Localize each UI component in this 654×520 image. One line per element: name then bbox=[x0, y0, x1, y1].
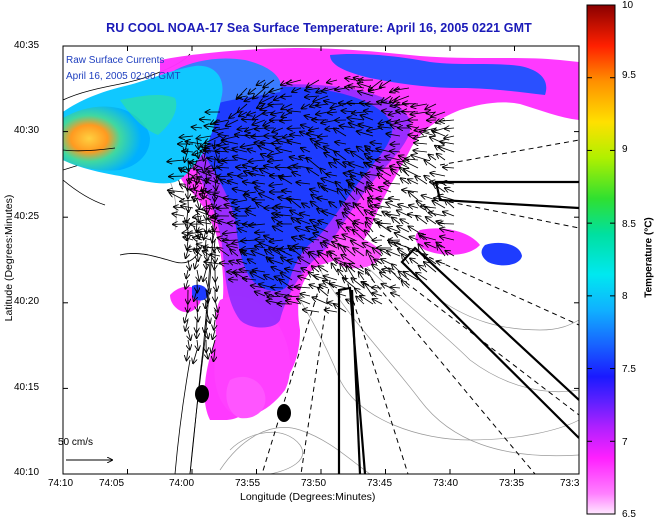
current-vector bbox=[439, 224, 455, 225]
current-vector bbox=[196, 220, 197, 232]
y-tick-label: 40:10 bbox=[14, 467, 39, 478]
x-tick-label: 73:35 bbox=[499, 478, 524, 489]
current-vector bbox=[255, 240, 265, 241]
colorbar-label: Temperature (°C) bbox=[644, 198, 654, 318]
colorbar-tick-label: 9 bbox=[622, 144, 628, 155]
colorbar-tick-label: 6.5 bbox=[622, 509, 636, 520]
x-axis-label: Longitude (Degrees:Minutes) bbox=[240, 491, 375, 503]
current-vector bbox=[169, 176, 184, 177]
y-axis-label: Latitude (Degrees:Minutes) bbox=[3, 178, 15, 338]
y-tick-label: 40:15 bbox=[14, 382, 39, 393]
current-vector bbox=[255, 232, 265, 233]
x-tick-label: 73:50 bbox=[301, 478, 326, 489]
y-tick-label: 40:35 bbox=[14, 40, 39, 51]
y-tick-label: 40:30 bbox=[14, 125, 39, 136]
overlay-line1: Raw Surface Currents bbox=[66, 55, 164, 66]
colorbar-tick-label: 10 bbox=[622, 0, 633, 11]
station-marker bbox=[195, 385, 209, 403]
y-tick-label: 40:25 bbox=[14, 211, 39, 222]
current-vector bbox=[223, 160, 238, 161]
scale-label: 50 cm/s bbox=[58, 437, 93, 448]
x-tick-label: 73:45 bbox=[367, 478, 392, 489]
current-vector bbox=[288, 128, 301, 129]
current-vector bbox=[289, 288, 302, 289]
current-vector bbox=[243, 224, 256, 225]
colorbar bbox=[587, 5, 615, 514]
x-tick-label: 73:55 bbox=[235, 478, 260, 489]
x-tick-label: 73:30 bbox=[560, 478, 579, 489]
x-tick-label: 74:00 bbox=[169, 478, 194, 489]
colorbar-tick-label: 8.5 bbox=[622, 219, 636, 230]
current-vector bbox=[229, 280, 238, 281]
x-tick-label: 74:10 bbox=[48, 478, 73, 489]
colorbar-tick-label: 8 bbox=[622, 291, 628, 302]
current-vector bbox=[403, 103, 418, 104]
colorbar-tick-label: 9.5 bbox=[622, 70, 636, 81]
current-vector bbox=[188, 220, 189, 229]
x-tick-label: 73:40 bbox=[433, 478, 458, 489]
y-tick-label: 40:20 bbox=[14, 296, 39, 307]
current-vector bbox=[188, 180, 189, 190]
x-tick-label: 74:05 bbox=[99, 478, 124, 489]
current-vector bbox=[268, 104, 283, 105]
colorbar-tick-label: 7 bbox=[622, 437, 628, 448]
station-marker bbox=[277, 404, 291, 422]
current-vector bbox=[215, 210, 216, 219]
colorbar-tick-label: 7.5 bbox=[622, 364, 636, 375]
overlay-line2: April 16, 2005 02:00 GMT bbox=[66, 71, 181, 82]
